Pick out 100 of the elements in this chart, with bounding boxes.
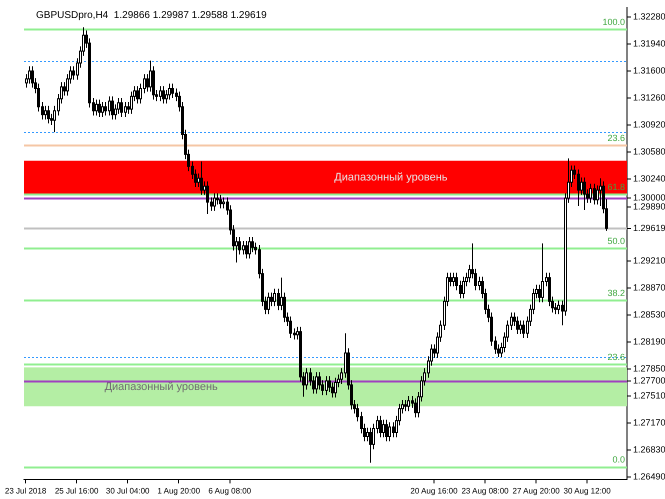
y-tick-label: 1.29619: [633, 222, 665, 233]
candlestick: [159, 86, 162, 102]
candlestick: [248, 236, 251, 259]
candlestick: [369, 427, 372, 464]
annotation: 23.6: [607, 352, 625, 362]
candlestick: [267, 292, 270, 315]
candlestick: [478, 276, 481, 291]
candlestick: [47, 105, 50, 124]
candlestick: [289, 316, 292, 338]
x-tick-label: 30 Aug 12:00: [564, 486, 612, 496]
y-tick-label: 1.31940: [633, 38, 665, 48]
y-tick-label: 1.32280: [633, 11, 665, 22]
candlestick: [72, 66, 75, 80]
y-tick-label: 1.28870: [633, 282, 665, 292]
x-tick-label: 6 Aug 08:00: [208, 486, 252, 496]
candlestick: [124, 101, 127, 118]
y-tick-label: 1.29210: [633, 255, 665, 266]
x-tick-label: 30 Jul 04:00: [106, 486, 150, 496]
candlestick: [522, 320, 525, 338]
candlestick: [315, 372, 318, 394]
candlestick: [28, 66, 31, 84]
candlestick: [382, 419, 385, 438]
x-tick-label: 23 Jul 2018: [4, 486, 47, 496]
candlestick: [197, 172, 200, 188]
candlestick: [273, 288, 276, 307]
candlestick: [589, 183, 592, 204]
candlestick: [583, 176, 586, 211]
y-tick-label: 1.30240: [633, 174, 665, 184]
candlestick: [111, 96, 114, 120]
annotation: 61.8: [607, 182, 625, 192]
y-tick-label: 1.30580: [633, 146, 665, 157]
candlestick: [206, 180, 209, 214]
candlestick: [557, 300, 560, 315]
candlestick: [325, 376, 328, 396]
y-tick-label: 1.26490: [633, 472, 665, 482]
x-tick-label: 1 Aug 20:00: [157, 486, 201, 496]
x-tick-label: 20 Aug 16:00: [410, 486, 458, 496]
annotation: 23.6: [607, 132, 625, 143]
candlestick: [120, 97, 123, 118]
y-tick-label: 1.31260: [633, 92, 665, 102]
candlestick: [95, 99, 98, 116]
y-tick-label: 1.26830: [633, 444, 665, 454]
candlestick: [200, 161, 203, 196]
candlestick: [334, 377, 337, 398]
candlestick: [136, 86, 139, 104]
candlestick: [146, 74, 149, 92]
candlestick: [245, 240, 248, 259]
candlestick: [162, 86, 165, 104]
x-tick-label: 23 Aug 08:00: [461, 486, 510, 496]
band-label: Диапазонный уровень: [334, 171, 448, 184]
candlestick: [455, 272, 458, 291]
candlestick: [366, 427, 369, 442]
y-tick-label: 1.28190: [633, 336, 665, 346]
y-tick-label: 1.31600: [633, 65, 665, 76]
candlestick: [538, 284, 541, 303]
candlestick: [242, 240, 245, 256]
candlestick: [44, 105, 47, 120]
x-tick-label: 25 Jul 16:00: [54, 486, 99, 496]
candlestick: [459, 280, 462, 299]
candlestick: [407, 395, 410, 412]
candlestick: [577, 169, 580, 207]
candlestick: [516, 316, 519, 334]
band-label: Диапазонный уровень: [104, 380, 218, 393]
candlestick: [101, 101, 104, 118]
candlestick: [519, 320, 522, 334]
candlestick: [404, 399, 407, 412]
candlestick: [149, 60, 152, 92]
candlestick: [580, 176, 583, 196]
candlestick: [541, 242, 544, 303]
candlestick: [98, 99, 101, 118]
candlestick: [599, 178, 602, 207]
candlestick: [452, 272, 455, 287]
annotation: 50.0: [607, 236, 625, 246]
candlestick: [104, 101, 107, 116]
candlestick: [388, 422, 391, 442]
x-tick-label: 27 Aug 20:00: [512, 486, 560, 496]
annotation: 38.2: [607, 288, 625, 298]
candlestick: [270, 292, 273, 307]
candlestick: [414, 398, 417, 418]
y-tick-label: 1.30000: [633, 192, 665, 203]
candlestick: [108, 96, 111, 116]
annotation: 0.0: [612, 454, 625, 465]
y-tick-label: 1.27170: [633, 417, 665, 428]
candlestick: [168, 83, 171, 100]
candlestick: [385, 419, 388, 442]
candlestick: [462, 276, 465, 299]
y-tick-label: 1.30920: [633, 119, 665, 130]
y-tick-label: 1.27510: [633, 390, 665, 400]
candlestick: [171, 83, 174, 98]
candlestick: [593, 183, 596, 205]
candlestick: [222, 196, 225, 209]
candlestick: [219, 194, 222, 209]
candlestick: [392, 422, 395, 438]
chart-title: GBPUSDpro,H4 1.29866 1.29987 1.29588 1.29619: [36, 10, 268, 22]
candlestick: [213, 192, 216, 212]
candlestick: [63, 82, 66, 96]
y-tick-label: 1.27850: [633, 363, 665, 374]
y-tick-label: 1.29890: [633, 201, 665, 212]
y-tick-label: 1.27700: [633, 375, 665, 386]
candlestick: [251, 236, 254, 253]
